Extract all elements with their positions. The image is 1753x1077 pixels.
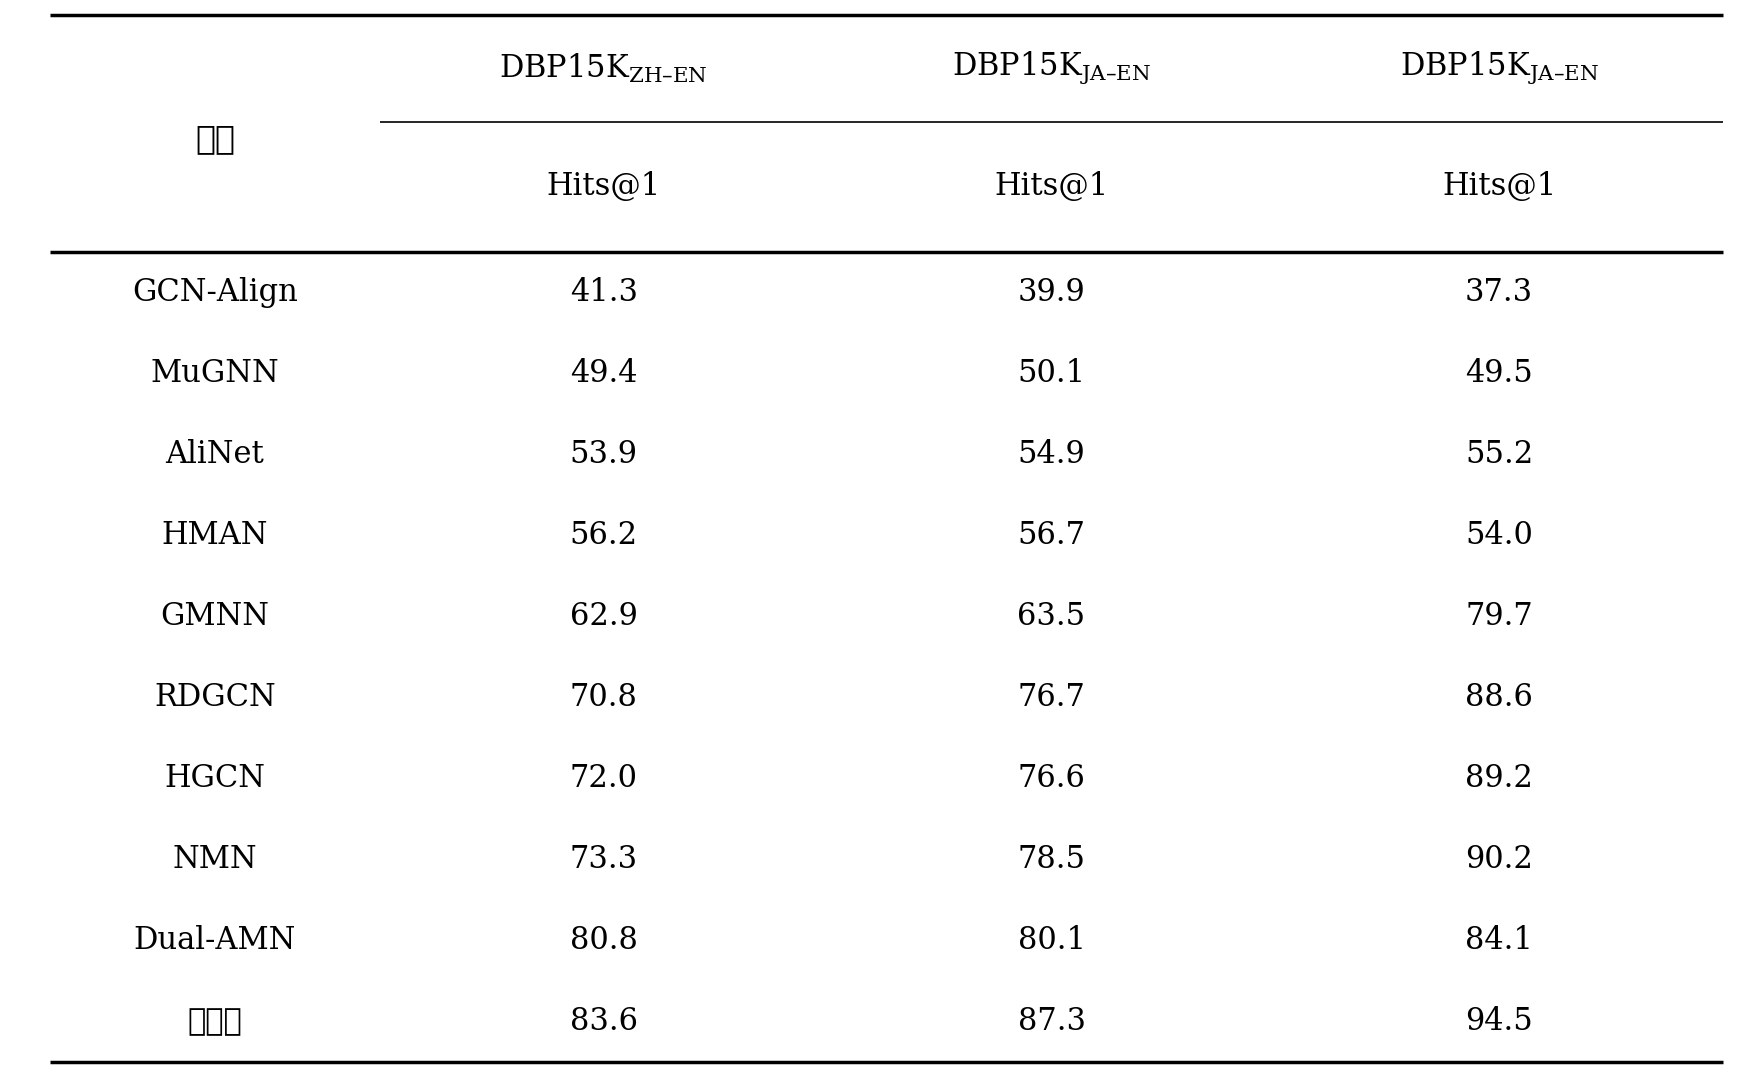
- Text: 89.2: 89.2: [1466, 763, 1534, 794]
- Text: MuGNN: MuGNN: [151, 358, 279, 389]
- Text: 55.2: 55.2: [1466, 439, 1534, 470]
- Text: 50.1: 50.1: [1017, 358, 1085, 389]
- Text: 80.1: 80.1: [1017, 925, 1085, 956]
- Text: 83.6: 83.6: [570, 1006, 638, 1037]
- Text: 56.2: 56.2: [570, 520, 638, 551]
- Text: DBP15K$_{\mathregular{JA–EN}}$: DBP15K$_{\mathregular{JA–EN}}$: [1399, 51, 1599, 86]
- Text: 87.3: 87.3: [1017, 1006, 1085, 1037]
- Text: 56.7: 56.7: [1017, 520, 1085, 551]
- Text: NMN: NMN: [174, 844, 258, 875]
- Text: 72.0: 72.0: [570, 763, 638, 794]
- Text: 37.3: 37.3: [1466, 277, 1534, 308]
- Text: RDGCN: RDGCN: [154, 682, 275, 713]
- Text: 78.5: 78.5: [1017, 844, 1085, 875]
- Text: 49.4: 49.4: [570, 358, 638, 389]
- Text: 70.8: 70.8: [570, 682, 638, 713]
- Text: 73.3: 73.3: [570, 844, 638, 875]
- Text: 62.9: 62.9: [570, 601, 638, 632]
- Text: GCN-Align: GCN-Align: [131, 277, 298, 308]
- Text: 39.9: 39.9: [1018, 277, 1085, 308]
- Text: Hits@1: Hits@1: [547, 171, 661, 202]
- Text: 54.9: 54.9: [1018, 439, 1085, 470]
- Text: 49.5: 49.5: [1466, 358, 1534, 389]
- Text: 79.7: 79.7: [1466, 601, 1534, 632]
- Text: HMAN: HMAN: [161, 520, 268, 551]
- Text: 41.3: 41.3: [570, 277, 638, 308]
- Text: 84.1: 84.1: [1466, 925, 1534, 956]
- Text: 94.5: 94.5: [1466, 1006, 1534, 1037]
- Text: DBP15K$_{\mathregular{JA–EN}}$: DBP15K$_{\mathregular{JA–EN}}$: [952, 51, 1152, 86]
- Text: AliNet: AliNet: [165, 439, 265, 470]
- Text: DBP15K$_{\mathregular{ZH–EN}}$: DBP15K$_{\mathregular{ZH–EN}}$: [500, 52, 708, 85]
- Text: Dual-AMN: Dual-AMN: [133, 925, 296, 956]
- Text: 54.0: 54.0: [1466, 520, 1534, 551]
- Text: Hits@1: Hits@1: [1443, 171, 1557, 202]
- Text: 88.6: 88.6: [1466, 682, 1534, 713]
- Text: 90.2: 90.2: [1466, 844, 1534, 875]
- Text: 方法: 方法: [195, 122, 235, 155]
- Text: 本发明: 本发明: [188, 1007, 242, 1036]
- Text: 63.5: 63.5: [1017, 601, 1085, 632]
- Text: HGCN: HGCN: [165, 763, 265, 794]
- Text: 76.7: 76.7: [1017, 682, 1085, 713]
- Text: 76.6: 76.6: [1017, 763, 1085, 794]
- Text: 53.9: 53.9: [570, 439, 638, 470]
- Text: GMNN: GMNN: [161, 601, 270, 632]
- Text: Hits@1: Hits@1: [994, 171, 1108, 202]
- Text: 80.8: 80.8: [570, 925, 638, 956]
